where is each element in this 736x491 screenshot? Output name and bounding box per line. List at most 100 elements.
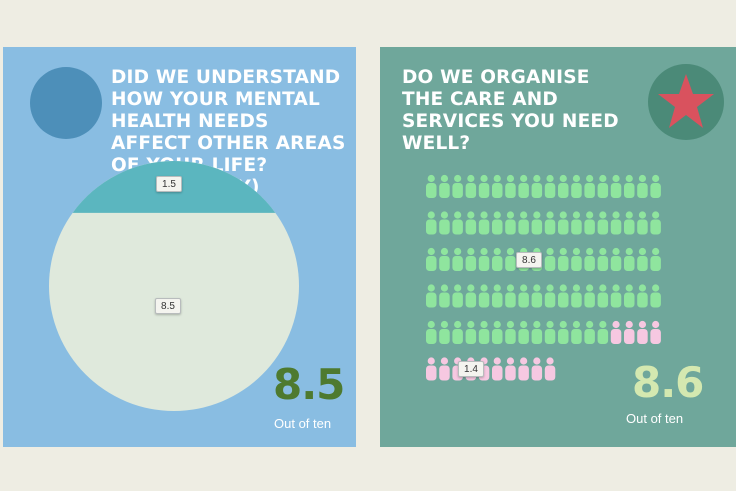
person-icon-green (465, 320, 477, 344)
person-icon-green (637, 247, 648, 271)
person-icon-green (531, 284, 543, 308)
person-icon-green (610, 247, 622, 271)
person-icon-green (478, 284, 490, 308)
right-panel: Do we organise the care and services you… (380, 47, 736, 447)
person-icon-green (452, 174, 463, 198)
person-icon-green (531, 174, 543, 198)
person-icon-green (571, 211, 582, 235)
person-icon-green (597, 320, 609, 344)
person-icon-green (439, 284, 450, 308)
person-icon-green (558, 174, 569, 198)
person-icon-green (597, 247, 609, 271)
person-icon-pink (505, 357, 516, 381)
person-icon-green (584, 320, 595, 344)
left-score-caption: Out of ten (274, 416, 332, 431)
person-icon-green (571, 174, 582, 198)
person-icon-green (518, 211, 529, 235)
person-icon-green (478, 247, 490, 271)
person-icon-green (610, 284, 622, 308)
pie-slice-major (49, 161, 299, 411)
person-icon-green (624, 174, 635, 198)
person-icon-green (544, 320, 556, 344)
pictogram-data-label-major: 8.6 (516, 252, 542, 268)
person-icon-green (426, 211, 437, 235)
person-icon-green (637, 174, 648, 198)
person-icon-green (650, 284, 661, 308)
person-icon-green (584, 284, 595, 308)
person-icon-green (571, 247, 582, 271)
person-icon-green (624, 211, 635, 235)
person-icon-green (439, 211, 450, 235)
person-icon-green (558, 284, 569, 308)
person-icon-green (452, 247, 463, 271)
person-icon-green (465, 284, 477, 308)
person-icon-green (531, 320, 543, 344)
right-score: 8.6 (632, 358, 704, 407)
person-icon-green (492, 320, 503, 344)
person-icon-green (624, 247, 635, 271)
person-icon-green (492, 211, 503, 235)
person-icon-green (650, 174, 661, 198)
person-icon-green (439, 247, 450, 271)
person-icon-green (650, 211, 661, 235)
person-icon-green (505, 247, 516, 271)
person-icon-green (571, 320, 582, 344)
person-icon-green (465, 174, 477, 198)
person-icon-green (558, 247, 569, 271)
left-score: 8.5 (273, 360, 345, 409)
person-icon-pink (439, 357, 450, 381)
person-icon-green (439, 320, 450, 344)
person-icon-pink (518, 357, 529, 381)
person-icon-green (558, 211, 569, 235)
person-icon-green (637, 284, 648, 308)
person-icon-green (452, 211, 463, 235)
person-icon-green (478, 211, 490, 235)
person-icon-green (544, 284, 556, 308)
star-badge (648, 64, 724, 140)
person-icon-green (465, 247, 477, 271)
left-panel: Did we understand how your mental health… (3, 47, 356, 447)
person-icon-green (505, 211, 516, 235)
person-icon-green (624, 284, 635, 308)
person-icon-green (597, 284, 609, 308)
person-icon-green (426, 320, 437, 344)
person-icon-green (426, 174, 437, 198)
person-icon-pink (637, 320, 648, 344)
person-icon-green (492, 247, 503, 271)
pictogram-data-label-minor: 1.4 (458, 361, 484, 377)
person-icon-green (478, 174, 490, 198)
person-icon-green (478, 320, 490, 344)
person-icon-green (584, 174, 595, 198)
person-icon-green (439, 174, 450, 198)
person-icon-green (597, 174, 609, 198)
star-icon (658, 74, 714, 128)
person-icon-pink (610, 320, 622, 344)
person-icon-green (452, 320, 463, 344)
person-icon-pink (650, 320, 661, 344)
right-score-caption: Out of ten (626, 411, 684, 426)
person-icon-green (650, 247, 661, 271)
person-icon-green (544, 211, 556, 235)
person-icon-green (426, 284, 437, 308)
pictogram-chart (426, 174, 661, 381)
pie-data-label-major: 8.5 (155, 298, 181, 314)
person-icon-green (518, 174, 529, 198)
person-icon-green (610, 211, 622, 235)
person-icon-green (610, 174, 622, 198)
person-icon-green (518, 320, 529, 344)
pie-data-label-minor: 1.5 (156, 176, 182, 192)
person-icon-pink (544, 357, 556, 381)
right-question-title: Do we organise the care and services you… (402, 67, 619, 154)
circle-icon (30, 67, 102, 139)
person-icon-green (518, 284, 529, 308)
person-icon-green (452, 284, 463, 308)
person-icon-green (505, 174, 516, 198)
person-icon-green (584, 247, 595, 271)
person-icon-green (544, 174, 556, 198)
person-icon-green (637, 211, 648, 235)
person-icon-green (492, 284, 503, 308)
person-icon-pink (426, 357, 437, 381)
person-icon-green (465, 211, 477, 235)
person-icon-green (584, 211, 595, 235)
person-icon-pink (624, 320, 635, 344)
